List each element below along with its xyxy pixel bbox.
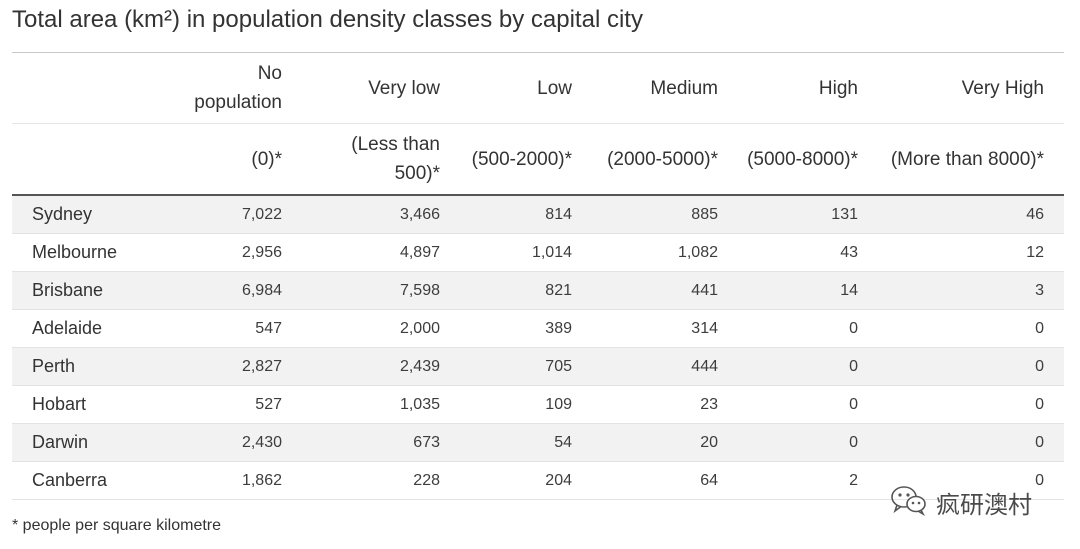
table-cell: 1,014: [460, 233, 592, 272]
table-cell: 0: [738, 423, 878, 462]
watermark-text: 疯研澳村: [936, 491, 1032, 519]
header-corner-ranges: [12, 123, 172, 196]
table-cell: 2: [738, 461, 878, 500]
column-header-3: Medium: [592, 52, 738, 124]
table-cell: 228: [302, 461, 460, 500]
table-cell: 527: [172, 385, 302, 424]
table-cell: 131: [738, 195, 878, 234]
table-cell: 204: [460, 461, 592, 500]
table-cell: 2,430: [172, 423, 302, 462]
table-cell: 12: [878, 233, 1064, 272]
table-cell: 2,956: [172, 233, 302, 272]
table-row: Sydney 7,022 3,466 814 885 131 46: [12, 195, 1064, 234]
column-header-4: High: [738, 52, 878, 124]
table-cell: 547: [172, 309, 302, 348]
table-row: Melbourne 2,956 4,897 1,014 1,082 43 12: [12, 233, 1064, 272]
table-cell: 821: [460, 271, 592, 310]
wechat-icon: [890, 484, 928, 521]
table-cell: 0: [878, 423, 1064, 462]
column-range-0: (0)*: [172, 123, 302, 196]
table-cell: 2,439: [302, 347, 460, 386]
table-cell: 314: [592, 309, 738, 348]
column-range-4: (5000-8000)*: [738, 123, 878, 196]
row-city-label: Adelaide: [12, 309, 172, 348]
table-cell: 3: [878, 271, 1064, 310]
table-cell: 1,862: [172, 461, 302, 500]
table-cell: 4,897: [302, 233, 460, 272]
row-city-label: Melbourne: [12, 233, 172, 272]
table-cell: 0: [738, 309, 878, 348]
header-row-names: No population Very low Low Medium High Very H…: [12, 52, 1064, 124]
table-cell: 6,984: [172, 271, 302, 310]
table-cell: 20: [592, 423, 738, 462]
table-cell: 7,598: [302, 271, 460, 310]
footnote: * people per square kilometre: [12, 517, 222, 534]
row-city-label: Perth: [12, 347, 172, 386]
table-cell: 14: [738, 271, 878, 310]
column-range-2: (500-2000)*: [460, 123, 592, 196]
row-city-label: Canberra: [12, 461, 172, 500]
table-cell: 673: [302, 423, 460, 462]
column-range-3: (2000-5000)*: [592, 123, 738, 196]
row-city-label: Darwin: [12, 423, 172, 462]
table-cell: 1,082: [592, 233, 738, 272]
table-row: Darwin 2,430 673 54 20 0 0: [12, 423, 1064, 462]
table-cell: 814: [460, 195, 592, 234]
column-header-1: Very low: [302, 52, 460, 124]
table-cell: 0: [878, 385, 1064, 424]
header-corner: [12, 52, 172, 124]
table-cell: 23: [592, 385, 738, 424]
row-city-label: Brisbane: [12, 271, 172, 310]
row-city-label: Hobart: [12, 385, 172, 424]
column-header-0: No population: [172, 52, 302, 124]
chart-title: Total area (km²) in population density c…: [12, 6, 643, 33]
table-cell: 2,000: [302, 309, 460, 348]
density-table: No population Very low Low Medium High Very H…: [12, 52, 1064, 500]
table-cell: 389: [460, 309, 592, 348]
table-cell: 7,022: [172, 195, 302, 234]
table-row: Brisbane 6,984 7,598 821 441 14 3: [12, 271, 1064, 310]
row-city-label: Sydney: [12, 195, 172, 234]
table-cell: 109: [460, 385, 592, 424]
table-cell: 46: [878, 195, 1064, 234]
table-cell: 444: [592, 347, 738, 386]
column-range-1: (Less than 500)*: [302, 123, 460, 196]
table-row: Perth 2,827 2,439 705 444 0 0: [12, 347, 1064, 386]
column-range-5: (More than 8000)*: [878, 123, 1064, 196]
table-cell: 43: [738, 233, 878, 272]
watermark: 疯研澳村: [890, 484, 1032, 520]
table-cell: 0: [738, 347, 878, 386]
table-body: Sydney 7,022 3,466 814 885 131 46 Melbourne 2,95…: [12, 195, 1064, 500]
table-cell: 64: [592, 461, 738, 500]
column-header-2: Low: [460, 52, 592, 124]
table-cell: 0: [738, 385, 878, 424]
table-cell: 0: [878, 309, 1064, 348]
table-cell: 705: [460, 347, 592, 386]
column-header-5: Very High: [878, 52, 1064, 124]
table-cell: 2,827: [172, 347, 302, 386]
table-cell: 1,035: [302, 385, 460, 424]
table-row: Canberra 1,862 228 204 64 2 0: [12, 461, 1064, 500]
data-table-container: No population Very low Low Medium High Very H…: [12, 52, 1064, 500]
table-row: Adelaide 547 2,000 389 314 0 0: [12, 309, 1064, 348]
table-cell: 441: [592, 271, 738, 310]
header-row-ranges: (0)* (Less than 500)* (500-2000)* (2000-500…: [12, 123, 1064, 196]
table-cell: 885: [592, 195, 738, 234]
table-cell: 3,466: [302, 195, 460, 234]
table-cell: 0: [878, 347, 1064, 386]
table-cell: 54: [460, 423, 592, 462]
table-row: Hobart 527 1,035 109 23 0 0: [12, 385, 1064, 424]
